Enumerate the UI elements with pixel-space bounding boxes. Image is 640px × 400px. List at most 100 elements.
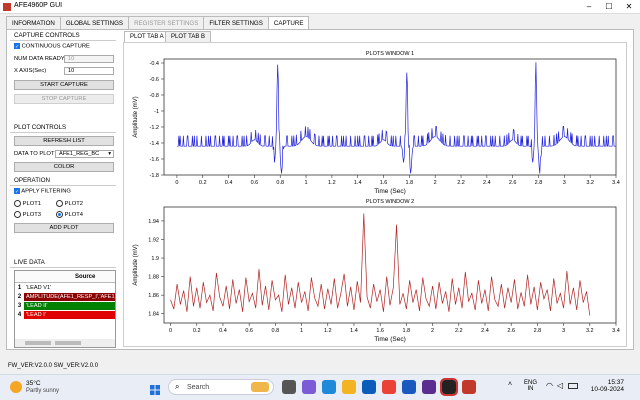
copilot-icon[interactable]	[302, 380, 316, 394]
tab-information[interactable]: INFORMATION	[6, 16, 61, 29]
capture-controls-title: CAPTURE CONTROLS	[14, 32, 80, 39]
weather-icon	[10, 381, 22, 393]
x-tick-label: 2.4	[483, 180, 491, 186]
tab-register-settings[interactable]: REGISTER SETTINGS	[128, 16, 205, 29]
x-tick-label: 2.2	[457, 180, 465, 186]
x-tick-label: 1	[300, 328, 303, 334]
x-tick-label: 1	[305, 180, 308, 186]
num-data-ready-spinbox[interactable]: 10	[64, 55, 114, 63]
volume-icon[interactable]: ◁	[557, 381, 564, 390]
y-axis-label: Amplitude (mV)	[133, 96, 139, 137]
close-button[interactable]: ✕	[625, 2, 633, 11]
x-tick-label: 2	[434, 180, 437, 186]
weather-temp[interactable]: 35°C	[26, 380, 41, 387]
live-data-row[interactable]: 'LEAD I'	[24, 311, 115, 319]
teams-icon[interactable]	[422, 380, 436, 394]
live-data-row[interactable]: AMPLITUDE(AFE1_RESP_I','AFE1	[24, 293, 115, 301]
x-tick-label: 2.8	[535, 180, 543, 186]
row-number: 3	[17, 303, 22, 309]
edge-icon[interactable]	[322, 380, 336, 394]
horizontal-scrollbar[interactable]	[25, 341, 51, 345]
app-icon	[3, 3, 11, 11]
stop-capture-button[interactable]: STOP CAPTURE	[14, 94, 114, 104]
live-data-row[interactable]: 'LEAD V1'	[24, 284, 115, 292]
chevron-up-icon[interactable]: ˄	[508, 381, 513, 388]
version-text: FW_VER:V2.0.0 SW_VER:V2.0.0	[8, 363, 99, 369]
plot3-radio[interactable]: PLOT3	[14, 211, 41, 218]
y-tick-label: 1.86	[148, 293, 159, 299]
x-tick-label: 1.6	[376, 328, 384, 334]
x-tick-label: 0.8	[276, 180, 284, 186]
radio-icon	[14, 211, 21, 218]
y-tick-label: 1.92	[148, 237, 159, 243]
chart-title: PLOTS WINDOW 2	[366, 199, 414, 205]
battery-icon[interactable]	[568, 383, 578, 389]
search-icon: ⌕	[175, 382, 180, 391]
live-data-row[interactable]: 'LEAD II'	[24, 302, 115, 310]
chrome-icon[interactable]	[382, 380, 396, 394]
continuous-capture-checkbox[interactable]: ✓ CONTINUOUS CAPTURE	[14, 43, 90, 50]
tab-filter-settings[interactable]: FILTER SETTINGS	[203, 16, 269, 29]
minimize-button[interactable]: –	[586, 2, 592, 11]
x-tick-label: 3.2	[586, 328, 594, 334]
check-icon: ✓	[14, 188, 20, 195]
search-highlight-icon	[251, 382, 269, 392]
row-number: 2	[17, 294, 22, 300]
afe-gui-icon[interactable]	[462, 380, 476, 394]
tab-capture[interactable]: CAPTURE	[267, 16, 310, 29]
y-tick-label: -0.4	[150, 61, 159, 67]
word-icon[interactable]	[402, 380, 416, 394]
x-tick-label: 3.4	[612, 180, 620, 186]
check-icon: ✓	[14, 43, 20, 50]
plot-area: PLOTS WINDOW 1 0 0.2 0.4 0.6 0.8 1 1.2 1.4 1.6 1.8…	[123, 42, 627, 347]
plot1-radio[interactable]: PLOT1	[14, 200, 41, 207]
apply-filtering-checkbox[interactable]: ✓ APPLY FILTERING	[14, 188, 71, 195]
window-title: AFE4960P GUI	[14, 2, 63, 9]
wifi-icon[interactable]: ◠	[546, 381, 553, 390]
windows-start-icon[interactable]	[150, 382, 160, 395]
outlook-icon[interactable]	[362, 380, 376, 394]
start-capture-button[interactable]: START CAPTURE	[14, 80, 114, 90]
live-data-title: LIVE DATA	[14, 259, 45, 266]
tab-global-settings[interactable]: GLOBAL SETTINGS	[59, 16, 130, 29]
taskbar: 35°C Partly sunny ⌕ Search ˄ ENG IN ◠ ◁ …	[0, 374, 640, 400]
refresh-list-button[interactable]: REFRESH LIST	[14, 136, 114, 146]
num-data-ready-label: NUM DATA READY	[14, 56, 65, 62]
x-axis-spinbox[interactable]: 10	[64, 67, 114, 75]
data-to-plot-dropdown[interactable]: AFE1_REG_BC ▾	[55, 150, 114, 158]
y-tick-label: 1.84	[148, 312, 159, 318]
source-column-header[interactable]: Source	[75, 274, 96, 280]
task-view-icon[interactable]	[282, 380, 296, 394]
tab-plot-b[interactable]: PLOT TAB B	[165, 31, 212, 42]
x-tick-label: 1.4	[354, 180, 362, 186]
add-plot-button[interactable]: ADD PLOT	[14, 223, 114, 233]
taskbar-search[interactable]: ⌕ Search	[168, 379, 274, 395]
y-tick-label: -1.8	[150, 173, 159, 179]
x-tick-label: 1.8	[406, 180, 414, 186]
terminal-icon[interactable]	[440, 378, 458, 396]
file-explorer-icon[interactable]	[342, 380, 356, 394]
horizontal-scrollbar-thumb[interactable]	[55, 341, 81, 345]
x-tick-label: 0	[169, 328, 172, 334]
y-tick-label: 1.9	[151, 256, 159, 262]
weather-desc[interactable]: Partly sunny	[26, 388, 60, 394]
x-tick-label: 1.8	[403, 328, 411, 334]
chevron-down-icon: ▾	[108, 151, 111, 157]
tab-plot-a[interactable]: PLOT TAB A	[124, 31, 170, 42]
x-tick-label: 2	[431, 328, 434, 334]
color-button[interactable]: COLOR	[14, 162, 114, 172]
radio-icon	[56, 200, 63, 207]
live-data-table: Source 1 'LEAD V1' 2 AMPLITUDE(AFE1_RESP_I'…	[14, 270, 116, 348]
row-number: 4	[17, 312, 22, 318]
language-indicator[interactable]: ENG IN	[524, 380, 538, 392]
main-tab-bar: INFORMATION GLOBAL SETTINGS REGISTER SET…	[6, 16, 310, 29]
clock[interactable]: 15:37 10-09-2024	[590, 379, 624, 393]
plot4-radio[interactable]: PLOT4	[56, 211, 83, 218]
y-tick-label: -0.8	[150, 93, 159, 99]
plot-controls-title: PLOT CONTROLS	[14, 124, 67, 131]
x-tick-label: 2.6	[509, 180, 517, 186]
data-to-plot-label: DATA TO PLOT	[14, 151, 55, 157]
y-tick-label: -1.2	[150, 125, 159, 131]
maximize-button[interactable]: ☐	[605, 2, 613, 11]
plot2-radio[interactable]: PLOT2	[56, 200, 83, 207]
